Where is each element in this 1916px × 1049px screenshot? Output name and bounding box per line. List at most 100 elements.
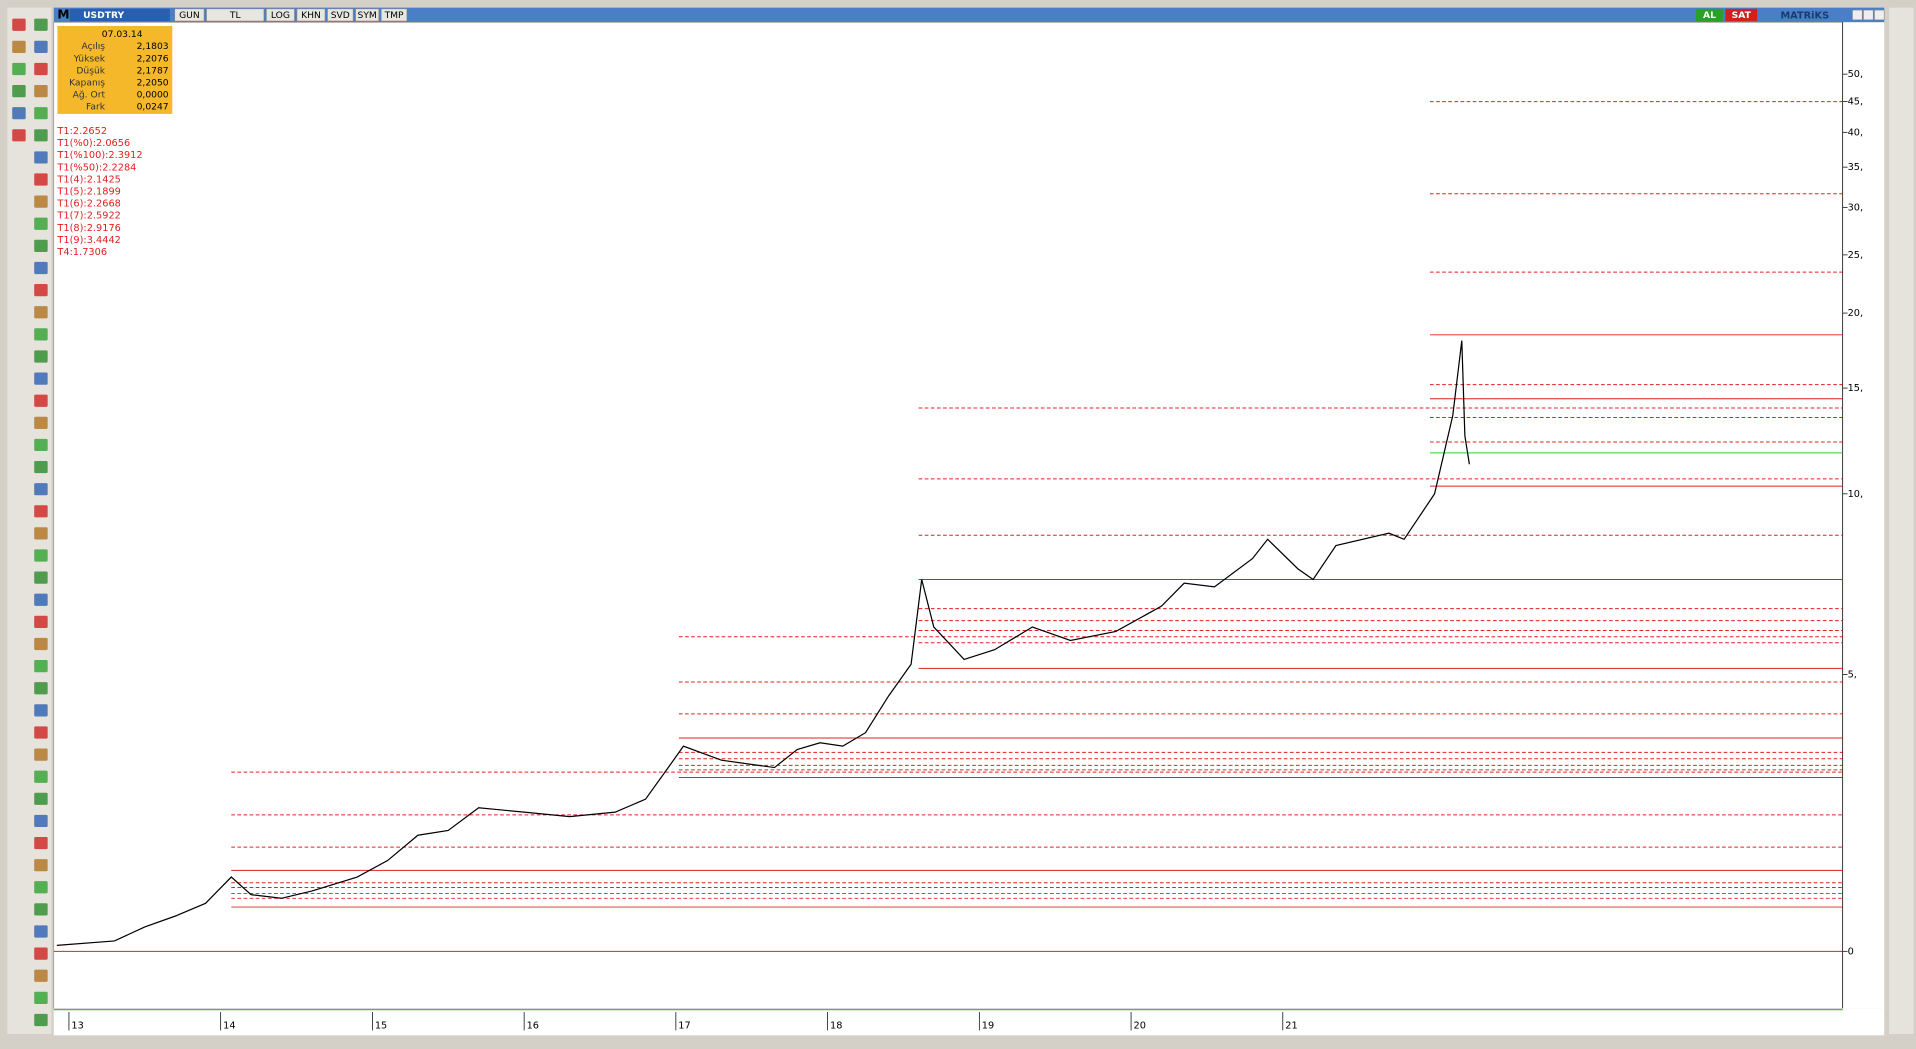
toolbar-button[interactable] bbox=[174, 8, 205, 22]
x-tick-label: 20 bbox=[1134, 1020, 1146, 1031]
tool-icon[interactable] bbox=[34, 969, 48, 982]
right-panel bbox=[1889, 7, 1914, 1035]
toolbar-button-label[interactable]: LOG bbox=[271, 10, 290, 21]
tool-icon[interactable] bbox=[34, 859, 48, 872]
toolbar-button-label[interactable]: TL bbox=[229, 10, 242, 21]
tool-icon[interactable] bbox=[34, 306, 48, 319]
x-tick-label: 13 bbox=[71, 1020, 83, 1031]
tool-icon[interactable] bbox=[12, 40, 26, 53]
tool-icon[interactable] bbox=[34, 483, 48, 496]
y-tick-label: 0 bbox=[1848, 946, 1854, 957]
tool-icon[interactable] bbox=[34, 726, 48, 739]
tool-icon[interactable] bbox=[34, 881, 48, 894]
y-tick-label: 10, bbox=[1848, 489, 1864, 500]
info-value: 2,1803 bbox=[137, 41, 169, 52]
x-tick-label: 19 bbox=[982, 1020, 994, 1031]
close-button[interactable] bbox=[1874, 9, 1885, 21]
left-toolbar-icons bbox=[12, 18, 48, 1027]
tool-icon[interactable] bbox=[12, 84, 26, 98]
tool-icon[interactable] bbox=[34, 261, 48, 275]
tool-icon[interactable] bbox=[34, 438, 48, 452]
toolbar-button[interactable] bbox=[327, 8, 354, 22]
tool-icon[interactable] bbox=[34, 925, 48, 938]
y-tick-label: 30, bbox=[1848, 202, 1864, 213]
tool-icon[interactable] bbox=[34, 107, 48, 120]
toolbar-button[interactable] bbox=[206, 8, 265, 22]
tool-icon[interactable] bbox=[34, 549, 48, 562]
symbol[interactable]: USDTRY bbox=[83, 10, 124, 21]
x-tick-label: 18 bbox=[830, 1020, 842, 1031]
info-label: Yüksek bbox=[73, 53, 106, 64]
tool-icon[interactable] bbox=[34, 615, 48, 628]
y-tick-label: 50, bbox=[1848, 69, 1864, 80]
tool-icon[interactable] bbox=[34, 40, 48, 53]
tool-icon[interactable] bbox=[34, 682, 48, 695]
price-line bbox=[56, 340, 1470, 946]
tool-icon[interactable] bbox=[34, 593, 48, 606]
tool-icon[interactable] bbox=[34, 637, 48, 651]
y-tick-label: 40, bbox=[1848, 127, 1864, 138]
tool-icon[interactable] bbox=[34, 660, 48, 673]
tool-icon[interactable] bbox=[34, 195, 48, 208]
tool-icon[interactable] bbox=[12, 107, 26, 120]
tool-icon[interactable] bbox=[34, 836, 48, 850]
annotation: T1:2.2652 bbox=[56, 126, 107, 137]
tool-icon[interactable] bbox=[12, 129, 26, 142]
toolbar-button-label[interactable]: TMP bbox=[384, 10, 404, 21]
tool-icon[interactable] bbox=[34, 1013, 48, 1027]
tool-icon[interactable] bbox=[34, 947, 48, 960]
info-label: Ağ. Ort bbox=[73, 90, 106, 101]
info-value: 0,0000 bbox=[137, 90, 169, 101]
tool-icon[interactable] bbox=[34, 217, 48, 230]
tool-icon[interactable] bbox=[34, 527, 48, 540]
tool-icon[interactable] bbox=[34, 571, 48, 584]
toolbar-button[interactable] bbox=[266, 8, 295, 22]
tool-icon[interactable] bbox=[34, 770, 48, 783]
tool-icon[interactable] bbox=[34, 704, 48, 717]
maximize-button[interactable] bbox=[1863, 9, 1874, 21]
toolbar-button[interactable] bbox=[296, 8, 326, 22]
y-tick-label: 25, bbox=[1848, 250, 1864, 261]
tool-icon[interactable] bbox=[34, 903, 48, 916]
tool-icon[interactable] bbox=[34, 284, 48, 297]
tool-icon[interactable] bbox=[34, 84, 48, 98]
tool-icon[interactable] bbox=[34, 792, 48, 805]
tool-icon[interactable] bbox=[34, 416, 48, 429]
tool-icon[interactable] bbox=[34, 814, 48, 828]
tool-icon[interactable] bbox=[34, 62, 48, 76]
sell-button[interactable] bbox=[1725, 8, 1758, 22]
info-label: Fark bbox=[86, 102, 106, 113]
tool-icon[interactable] bbox=[34, 372, 48, 385]
toolbar-button[interactable] bbox=[380, 8, 408, 22]
toolbar-button-label[interactable]: KHN bbox=[301, 10, 321, 21]
annotation: T1(8):2.9176 bbox=[56, 223, 120, 234]
symbol-box[interactable] bbox=[69, 8, 170, 22]
tool-icon[interactable] bbox=[12, 18, 26, 31]
buy-label[interactable]: AL bbox=[1703, 10, 1716, 21]
tool-icon[interactable] bbox=[34, 460, 48, 474]
toolbar-button[interactable] bbox=[355, 8, 380, 22]
tool-icon[interactable] bbox=[12, 62, 26, 76]
tool-icon[interactable] bbox=[34, 239, 48, 253]
plot-area bbox=[53, 21, 1843, 1009]
minimize-button[interactable] bbox=[1852, 9, 1863, 21]
y-tick-label: 35, bbox=[1848, 162, 1864, 173]
tool-icon[interactable] bbox=[34, 129, 48, 142]
tool-icon[interactable] bbox=[34, 328, 48, 341]
toolbar-button-label[interactable]: SYM bbox=[358, 10, 377, 21]
tool-icon[interactable] bbox=[34, 18, 48, 31]
sell-label[interactable]: SAT bbox=[1732, 10, 1752, 21]
tool-icon[interactable] bbox=[34, 151, 48, 164]
info-value: 2,2076 bbox=[137, 53, 169, 64]
tool-icon[interactable] bbox=[34, 350, 48, 363]
toolbar-button-label[interactable]: SVD bbox=[331, 10, 350, 21]
info-date: 07.03.14 bbox=[102, 29, 143, 40]
tool-icon[interactable] bbox=[34, 173, 48, 186]
tool-icon[interactable] bbox=[34, 394, 48, 407]
tool-icon[interactable] bbox=[34, 991, 48, 1004]
tool-icon[interactable] bbox=[34, 505, 48, 518]
tool-icon[interactable] bbox=[34, 748, 48, 761]
buy-button[interactable] bbox=[1696, 8, 1723, 22]
toolbar-button-label[interactable]: GUN bbox=[179, 10, 200, 21]
